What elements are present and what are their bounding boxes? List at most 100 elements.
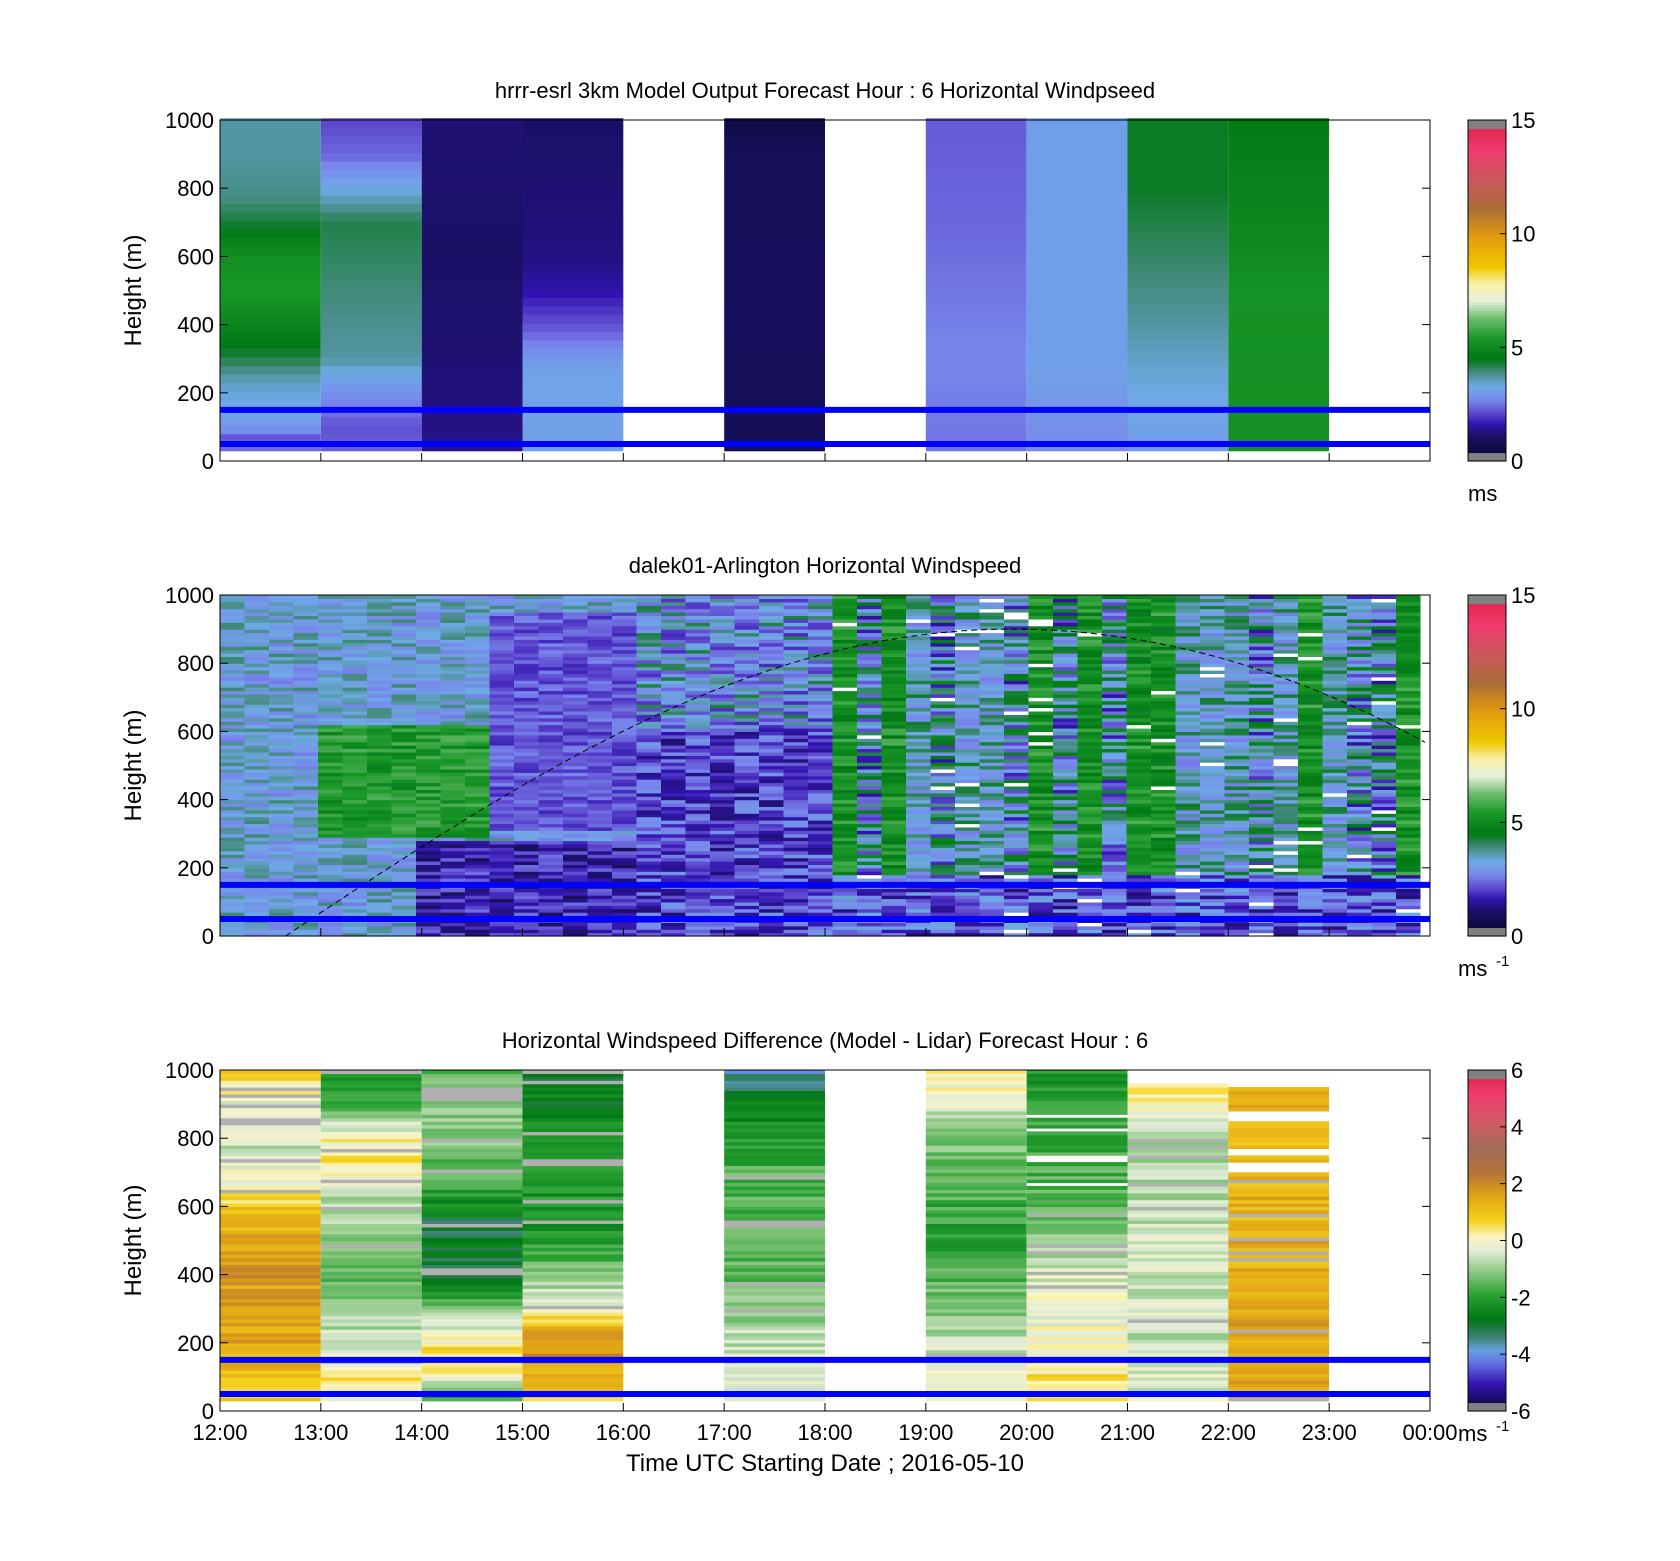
heatmap-cell [832,700,857,705]
heatmap-cell [1004,724,1029,729]
heatmap-cell [685,813,710,818]
heatmap-cell [244,922,269,927]
heatmap-cell [269,843,294,848]
heatmap-cell [489,707,514,712]
heatmap-cell [906,598,931,603]
heatmap-cell [881,891,906,896]
heatmap-cell [955,762,980,767]
heatmap-cell [1151,908,1176,913]
heatmap-cell [293,601,318,606]
heatmap-cell [857,687,882,692]
heatmap-cell [1151,728,1176,732]
heatmap-cell [367,632,392,637]
heatmap-cell [612,854,637,859]
heatmap-cell [1127,305,1229,315]
heatmap-cell [636,707,661,712]
heatmap-cell [244,612,269,616]
heatmap-cell [440,724,465,729]
heatmap-cell [244,871,269,876]
heatmap-cell [636,929,661,934]
heatmap-cell [955,922,980,927]
heatmap-cell [612,683,637,688]
heatmap-cell [465,826,490,831]
heatmap-cell [1273,830,1298,835]
heatmap-cell [391,854,416,859]
heatmap-cell [759,612,784,616]
heatmap-cell [220,861,245,865]
heatmap-cell [465,888,490,893]
heatmap-cell [734,786,759,790]
heatmap-cell [1053,762,1078,767]
heatmap-cell [1028,710,1053,715]
heatmap-cell [514,861,539,865]
heatmap-cell [416,666,441,671]
heatmap-cell [587,717,612,722]
heatmap-cell [1053,697,1078,702]
heatmap-cell [342,789,367,794]
heatmap-cell [857,816,882,821]
heatmap-cell [416,813,441,818]
heatmap-cell [1151,697,1176,702]
heatmap-cell [563,666,588,671]
heatmap-cell [1126,601,1151,606]
heatmap-cell [1102,762,1127,767]
heatmap-cell [538,635,563,640]
heatmap-cell [808,673,833,678]
heatmap-cell [955,755,980,760]
heatmap-cell [538,867,563,872]
heatmap-cell [636,878,661,882]
heatmap-cell [1127,433,1229,443]
heatmap-cell [421,288,523,298]
heatmap-cell [1102,738,1127,743]
heatmap-cell [220,271,321,281]
heatmap-cell [1224,680,1249,685]
heatmap-cell [930,772,955,777]
heatmap-cell [930,888,955,893]
heatmap-cell [979,905,1004,910]
heatmap-cell [1151,830,1176,835]
heatmap-cell [1200,680,1225,685]
heatmap-cell [489,796,514,801]
heatmap-cell [587,782,612,787]
colorbar-tick-label: 15 [1511,108,1535,133]
heatmap-cell [269,786,294,790]
heatmap-cell [416,646,441,651]
heatmap-cell [930,758,955,763]
heatmap-cell [783,618,808,623]
heatmap-cell [1004,826,1029,831]
heatmap-cell [783,796,808,801]
heatmap-cell [440,721,465,726]
heatmap-cell [881,786,906,790]
heatmap-cell [685,728,710,732]
heatmap-cell [832,673,857,678]
heatmap-cell [1028,649,1053,654]
heatmap-cell [244,683,269,688]
heatmap-cell [465,895,490,900]
heatmap-cell [514,714,539,719]
heatmap-cell [440,895,465,900]
heatmap-cell [759,779,784,784]
heatmap-cell [955,690,980,695]
heatmap-cell [612,618,637,623]
heatmap-cell [783,857,808,862]
heatmap-cell [661,642,686,647]
heatmap-cell [832,710,857,715]
heatmap-cell [421,425,523,435]
colorbar-segment [1468,259,1506,263]
heatmap-cell [465,710,490,715]
heatmap-cell [832,792,857,797]
heatmap-cell [293,765,318,770]
heatmap-cell [1026,339,1128,349]
heatmap-cell [832,707,857,712]
heatmap-cell [522,203,624,213]
heatmap-cell [1224,670,1249,674]
heatmap-cell [220,118,321,128]
heatmap-cell [881,826,906,831]
heatmap-cell [1273,874,1298,879]
heatmap-cell [367,704,392,709]
heatmap-cell [465,632,490,637]
heatmap-cell [783,663,808,668]
heatmap-cell [979,878,1004,882]
heatmap-cell [1028,653,1053,657]
heatmap-cell [587,608,612,613]
